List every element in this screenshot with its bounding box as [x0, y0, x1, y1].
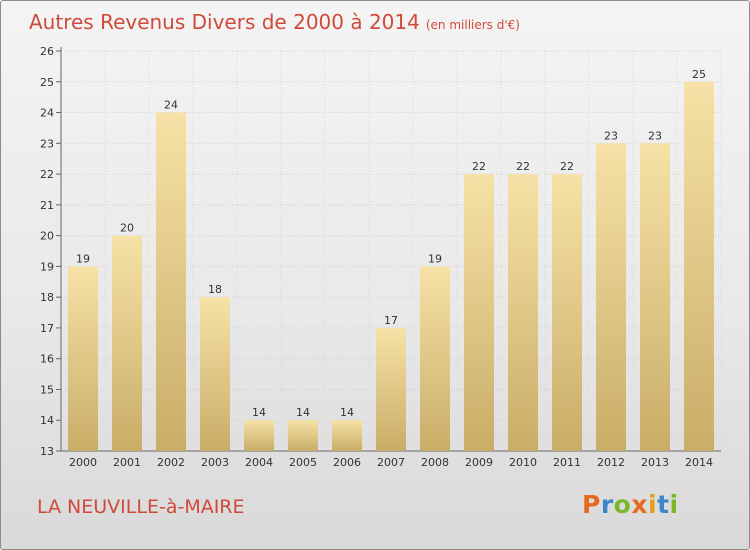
logo-letter: t	[657, 490, 670, 519]
bars	[68, 81, 714, 452]
y-tick-label: 20	[40, 230, 54, 243]
data-label: 20	[120, 222, 134, 235]
logo-letter: o	[613, 490, 632, 519]
y-tick-label: 22	[40, 168, 54, 181]
data-label: 24	[164, 99, 178, 112]
chart-subtitle: (en milliers d'€)	[425, 18, 520, 32]
y-tick-label: 16	[40, 353, 54, 366]
x-tick-label: 2012	[597, 456, 625, 469]
y-tick-label: 25	[40, 76, 54, 89]
x-tick-label: 2008	[421, 456, 449, 469]
data-label: 17	[384, 314, 398, 327]
bar	[420, 266, 450, 451]
bar	[112, 235, 142, 451]
y-tick-label: 14	[40, 414, 54, 427]
x-tick-label: 2014	[685, 456, 713, 469]
x-tick-label: 2003	[201, 456, 229, 469]
data-label: 23	[604, 129, 618, 142]
x-tick-label: 2006	[333, 456, 361, 469]
data-label: 22	[560, 160, 574, 173]
x-tick-label: 2010	[509, 456, 537, 469]
logo-letter: i	[648, 490, 658, 519]
data-label: 18	[208, 283, 222, 296]
x-tick-label: 2011	[553, 456, 581, 469]
y-tick-label: 23	[40, 137, 54, 150]
data-label: 14	[252, 406, 266, 419]
logo-letter: r	[600, 490, 614, 519]
y-tick-label: 24	[40, 107, 54, 120]
chart-title-text: Autres Revenus Divers de 2000 à 2014	[29, 10, 420, 34]
data-label: 25	[692, 68, 706, 81]
data-label: 23	[648, 129, 662, 142]
bar	[376, 327, 406, 451]
bar	[200, 297, 230, 451]
bar	[156, 112, 186, 452]
x-tick-label: 2002	[157, 456, 185, 469]
logo-letter: P	[582, 490, 601, 519]
y-tick-label: 18	[40, 291, 54, 304]
bar	[508, 174, 538, 452]
data-label: 19	[76, 252, 90, 265]
chart-title: Autres Revenus Divers de 2000 à 2014 (en …	[29, 10, 520, 34]
bar	[288, 420, 318, 451]
proxiti-logo: Proxiti	[582, 490, 679, 519]
data-label: 19	[428, 252, 442, 265]
y-tick-label: 26	[40, 45, 54, 58]
x-tick-label: 2005	[289, 456, 317, 469]
y-tick-label: 21	[40, 199, 54, 212]
bar	[464, 174, 494, 452]
bar	[68, 266, 98, 451]
logo-letter: x	[631, 490, 648, 519]
bar	[332, 420, 362, 451]
y-tick-label: 13	[40, 445, 54, 458]
data-label: 22	[516, 160, 530, 173]
x-tick-label: 2007	[377, 456, 405, 469]
x-tick-label: 2009	[465, 456, 493, 469]
x-tick-label: 2000	[69, 456, 97, 469]
x-tick-label: 2004	[245, 456, 273, 469]
bar	[596, 143, 626, 452]
y-tick-label: 15	[40, 383, 54, 396]
bar	[552, 174, 582, 452]
y-tick-label: 17	[40, 322, 54, 335]
axes: 13 14 15 16 17 18 19 20 21 22 23 24 25 26 2000 2001 2002…	[40, 45, 721, 469]
location-name: LA NEUVILLE-à-MAIRE	[37, 496, 245, 518]
logo-letter: i	[669, 490, 679, 519]
x-tick-label: 2013	[641, 456, 669, 469]
data-label: 22	[472, 160, 486, 173]
bar	[684, 81, 714, 452]
data-label: 14	[296, 406, 310, 419]
bar	[244, 420, 274, 451]
data-labels: 19 20 24 18 14 14 14 17 19 22 22 22 23 23 25	[76, 68, 706, 419]
bar	[640, 143, 670, 452]
y-tick-label: 19	[40, 260, 54, 273]
data-label: 14	[340, 406, 354, 419]
x-tick-label: 2001	[113, 456, 141, 469]
